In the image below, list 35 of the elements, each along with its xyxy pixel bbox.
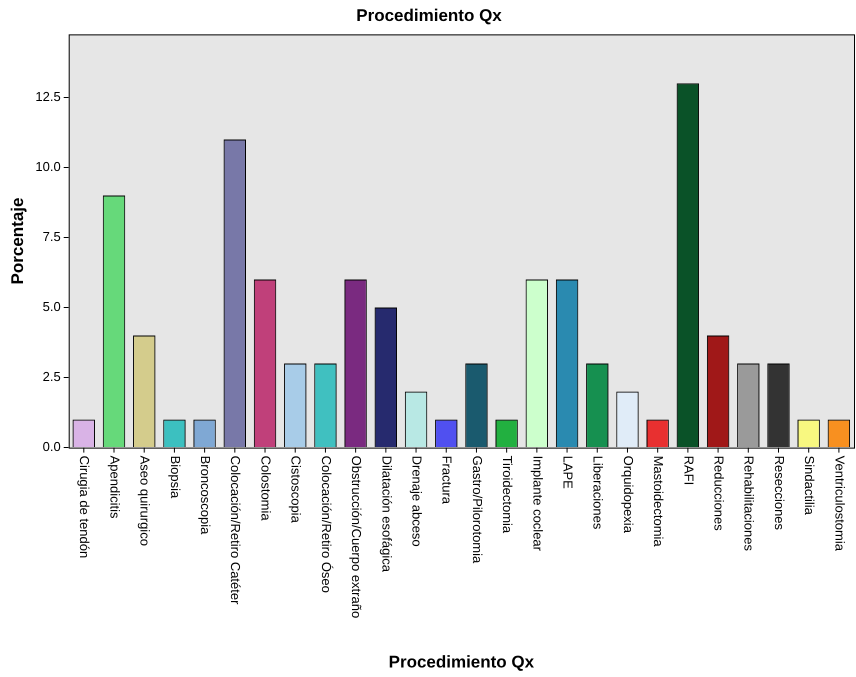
- x-tick-label: Implante coclear: [530, 456, 546, 552]
- x-tick-label: Biopsia: [168, 456, 183, 500]
- y-tick-label: 5.0: [42, 299, 61, 314]
- chart-title: Procedimiento Qx: [356, 6, 502, 25]
- x-tick-label: Aseo quirurgico: [138, 456, 153, 546]
- x-tick-label: Apendicitis: [107, 456, 122, 519]
- x-tick-label: Obstrucción/Cuerpo extraño: [349, 456, 364, 618]
- y-tick-label: 12.5: [35, 89, 61, 104]
- x-tick-label: Gastro/Pilorotomia: [470, 456, 485, 564]
- x-tick-label: Reducciones: [712, 456, 727, 532]
- x-tick-label: Colocación/Retiro Óseo: [318, 456, 334, 593]
- x-tick-label: Colocación/Retiro Catéter: [228, 456, 244, 606]
- x-tick-label: Liberaciones: [590, 456, 606, 530]
- y-tick-label: 10.0: [35, 159, 61, 174]
- y-tick-label: 2.5: [42, 369, 61, 384]
- x-tick-label: Sindactilia: [802, 456, 818, 516]
- x-tick-label: Rehabilitaciones: [742, 456, 757, 552]
- x-tick-label: Ventriculostomia: [832, 456, 848, 552]
- x-tick-label: Tiroidectomia: [500, 456, 516, 534]
- x-tick-label: Broncoscopia: [198, 456, 214, 536]
- x-tick-label: Dilatación esofágica: [379, 456, 394, 573]
- x-tick-label: RAFI: [681, 456, 696, 486]
- x-tick-label: Fractura: [440, 456, 455, 505]
- y-axis-title: Porcentaje: [8, 198, 27, 284]
- x-tick-label: Cirugia de tendón: [77, 456, 92, 558]
- x-tick-label: LAPE: [560, 456, 576, 490]
- x-tick-label: Cistoscopia: [288, 456, 304, 524]
- x-tick-label: Colostomia: [258, 456, 274, 522]
- x-tick-label: Resecciones: [772, 456, 787, 531]
- x-tick-label: Mastoidectomia: [651, 456, 666, 548]
- x-tick-label: Orquidopexia: [620, 456, 636, 534]
- y-tick-label: 7.5: [42, 229, 61, 244]
- x-axis-title: Procedimiento Qx: [388, 652, 535, 672]
- y-tick-label: 0.0: [42, 439, 61, 454]
- x-tick-label: Drenaje abceso: [409, 456, 424, 547]
